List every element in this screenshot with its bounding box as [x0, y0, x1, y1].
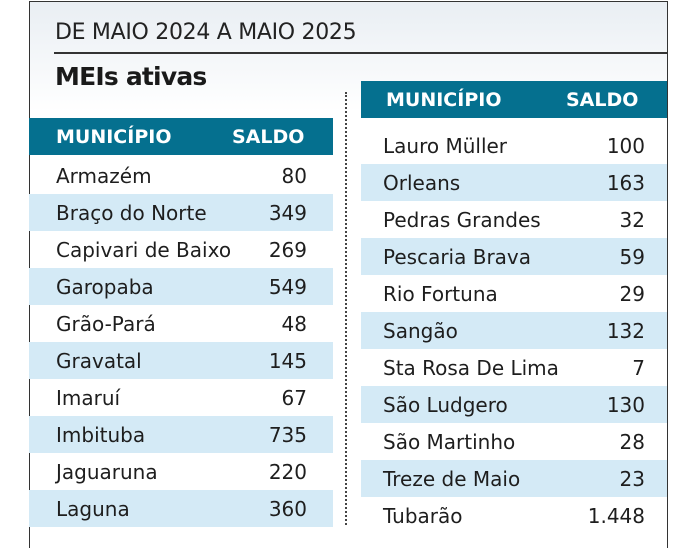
- saldo-cell: 132: [606, 318, 645, 343]
- municipio-cell: Jaguaruna: [56, 459, 158, 484]
- municipio-cell: São Ludgero: [383, 392, 508, 417]
- saldo-cell: 360: [268, 496, 307, 521]
- municipio-cell: Garopaba: [56, 274, 154, 299]
- table-row: Tubarão 1.448: [361, 497, 667, 534]
- table-header: MUNICÍPIO SALDO: [361, 81, 667, 118]
- table-row: Jaguaruna 220: [29, 453, 333, 490]
- table-row: Treze de Maio 23: [361, 460, 667, 497]
- municipio-cell: Armazém: [56, 163, 152, 188]
- municipio-cell: Gravatal: [56, 348, 142, 373]
- saldo-cell: 220: [268, 459, 307, 484]
- table-row: Orleans 163: [361, 164, 667, 201]
- saldo-cell: 59: [619, 244, 645, 269]
- saldo-cell: 32: [619, 207, 645, 232]
- saldo-cell: 349: [268, 200, 307, 225]
- table-row: Imbituba 735: [29, 416, 333, 453]
- table-row: Pescaria Brava 59: [361, 238, 667, 275]
- table-row: São Ludgero 130: [361, 386, 667, 423]
- saldo-cell: 163: [606, 170, 645, 195]
- saldo-cell: 269: [268, 237, 307, 262]
- saldo-cell: 28: [619, 429, 645, 454]
- header-saldo: SALDO: [232, 125, 305, 148]
- table-row: Garopaba 549: [29, 268, 333, 305]
- saldo-cell: 7: [632, 355, 645, 380]
- municipio-cell: Imaruí: [56, 385, 121, 410]
- table-row: Lauro Müller 100: [361, 127, 667, 164]
- table-left: MUNICÍPIO SALDO Armazém 80 Braço do Norte 3…: [29, 118, 333, 527]
- table-right: MUNICÍPIO SALDO Lauro Müller 100 Orleans 16…: [361, 81, 667, 534]
- table-row: Sangão 132: [361, 312, 667, 349]
- municipio-cell: Pescaria Brava: [383, 244, 532, 269]
- municipio-cell: Capivari de Baixo: [56, 237, 232, 262]
- title-divider: [54, 52, 667, 54]
- header-municipio: MUNICÍPIO: [386, 88, 502, 111]
- table-row: Grão-Pará 48: [29, 305, 333, 342]
- municipio-cell: Grão-Pará: [56, 311, 156, 336]
- page-title: MEIs ativas: [55, 62, 207, 91]
- municipio-cell: São Martinho: [383, 429, 516, 454]
- table-row: Pedras Grandes 32: [361, 201, 667, 238]
- municipio-cell: Rio Fortuna: [383, 281, 498, 306]
- municipio-cell: Sta Rosa De Lima: [383, 355, 559, 380]
- saldo-cell: 80: [281, 163, 307, 188]
- municipio-cell: Sangão: [383, 318, 458, 343]
- subtitle: DE MAIO 2024 A MAIO 2025: [55, 20, 357, 45]
- saldo-cell: 100: [606, 133, 645, 158]
- saldo-cell: 29: [619, 281, 645, 306]
- municipio-cell: Laguna: [56, 496, 130, 521]
- municipio-cell: Imbituba: [56, 422, 146, 447]
- column-divider: [345, 92, 347, 525]
- header-municipio: MUNICÍPIO: [56, 125, 172, 148]
- saldo-cell: 130: [606, 392, 645, 417]
- header-saldo: SALDO: [566, 88, 639, 111]
- saldo-cell: 145: [268, 348, 307, 373]
- table-row: Sta Rosa De Lima 7: [361, 349, 667, 386]
- table-row: Armazém 80: [29, 157, 333, 194]
- saldo-cell: 23: [619, 466, 645, 491]
- table-header: MUNICÍPIO SALDO: [29, 118, 333, 155]
- table-row: Imaruí 67: [29, 379, 333, 416]
- table-row: Capivari de Baixo 269: [29, 231, 333, 268]
- municipio-cell: Pedras Grandes: [383, 207, 541, 232]
- saldo-cell: 67: [281, 385, 307, 410]
- table-row: Laguna 360: [29, 490, 333, 527]
- municipio-cell: Lauro Müller: [383, 133, 508, 158]
- municipio-cell: Treze de Maio: [383, 466, 521, 491]
- municipio-cell: Orleans: [383, 170, 461, 195]
- saldo-cell: 48: [281, 311, 307, 336]
- table-body: Lauro Müller 100 Orleans 163 Pedras Grandes 3…: [361, 127, 667, 534]
- table-row: São Martinho 28: [361, 423, 667, 460]
- saldo-cell: 1.448: [587, 503, 645, 528]
- municipio-cell: Tubarão: [383, 503, 463, 528]
- table-row: Gravatal 145: [29, 342, 333, 379]
- table-row: Rio Fortuna 29: [361, 275, 667, 312]
- municipio-cell: Braço do Norte: [56, 200, 207, 225]
- saldo-cell: 735: [268, 422, 307, 447]
- table-row: Braço do Norte 349: [29, 194, 333, 231]
- table-body: Armazém 80 Braço do Norte 349 Capivari de Ba…: [29, 157, 333, 527]
- saldo-cell: 549: [268, 274, 307, 299]
